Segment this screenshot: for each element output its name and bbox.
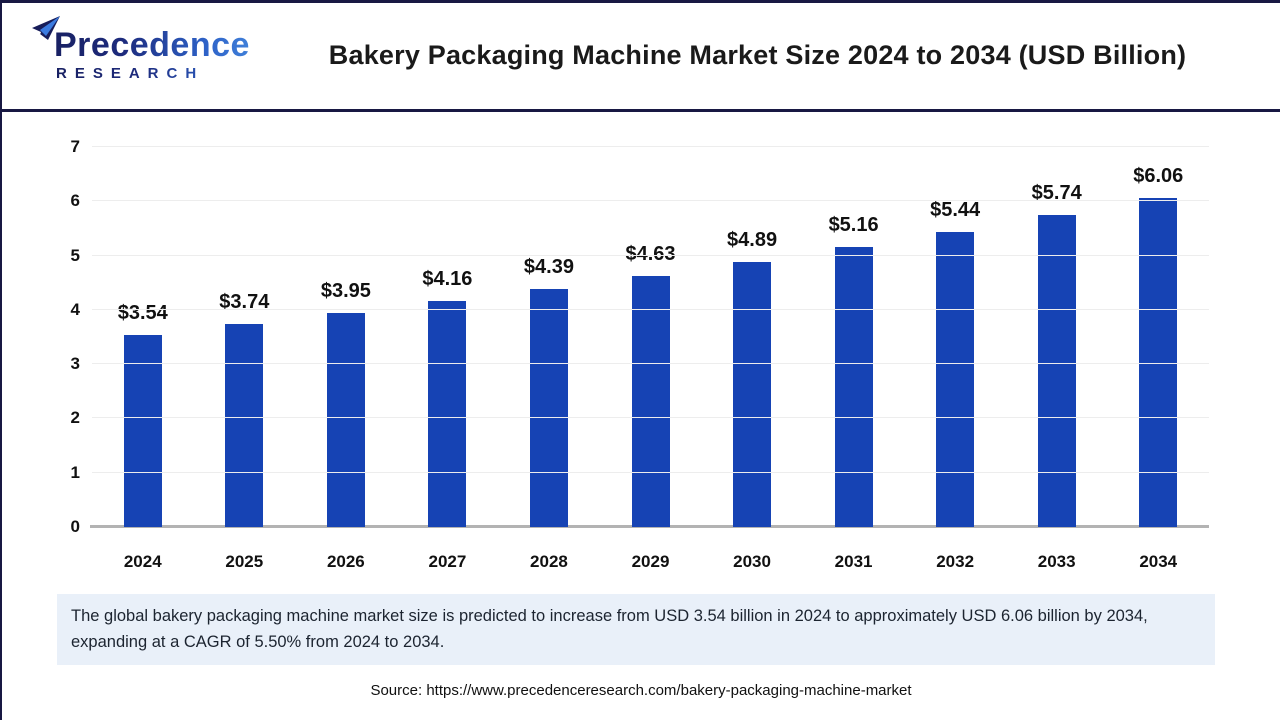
bar-group: $3.74 2025 bbox=[194, 147, 296, 571]
bar-group: $3.95 2026 bbox=[295, 147, 397, 571]
gridline bbox=[92, 308, 1209, 310]
bar-group: $5.74 2033 bbox=[1006, 147, 1108, 571]
bar-group: $4.39 2028 bbox=[498, 147, 600, 571]
bar-value-label: $3.54 bbox=[117, 301, 168, 324]
x-axis-label: 2025 bbox=[225, 552, 264, 571]
bar bbox=[225, 323, 264, 527]
bar bbox=[529, 288, 568, 527]
x-axis-label: 2033 bbox=[1037, 552, 1076, 571]
x-axis-label: 2024 bbox=[123, 552, 162, 571]
y-axis-tick-label: 4 bbox=[70, 299, 80, 319]
bar bbox=[123, 334, 162, 527]
y-axis-tick-label: 7 bbox=[70, 137, 80, 156]
bar-group: $3.54 2024 bbox=[92, 147, 194, 571]
bar-value-label: $5.16 bbox=[828, 213, 879, 236]
bar-group: $6.06 2034 bbox=[1107, 147, 1209, 571]
gridline bbox=[92, 417, 1209, 419]
y-axis-tick-label: 2 bbox=[70, 408, 80, 428]
source-line: Source: https://www.precedenceresearch.c… bbox=[370, 682, 912, 699]
logo-subtext: RESEARCH bbox=[30, 65, 275, 82]
bar-series: $3.54 2024 $3.74 2025 $3.95 2026 $4.16 2027 $4.3… bbox=[92, 147, 1209, 571]
bar-value-label: $4.89 bbox=[727, 228, 778, 251]
gridline bbox=[92, 363, 1209, 365]
bar-value-label: $4.16 bbox=[422, 268, 473, 291]
y-axis-tick-label: 0 bbox=[70, 517, 80, 536]
x-axis-label: 2034 bbox=[1139, 552, 1178, 571]
gridline bbox=[92, 146, 1209, 147]
summary-callout: The global bakery packaging machine mark… bbox=[57, 594, 1215, 666]
header-divider bbox=[2, 109, 1280, 112]
bar-value-label: $4.39 bbox=[523, 255, 574, 278]
gridline bbox=[92, 254, 1209, 256]
bar-value-label: $5.44 bbox=[930, 198, 981, 221]
bar-group: $5.16 2031 bbox=[803, 147, 905, 571]
bar-value-label: $6.06 bbox=[1133, 165, 1184, 188]
bar bbox=[326, 312, 365, 527]
bar bbox=[834, 246, 873, 527]
x-axis-label: 2029 bbox=[631, 552, 670, 571]
y-axis-tick-label: 6 bbox=[70, 191, 80, 211]
bar-value-label: $3.74 bbox=[219, 290, 270, 313]
bar-value-label: $4.63 bbox=[625, 242, 676, 265]
x-axis-label: 2026 bbox=[326, 552, 365, 571]
bar-value-label: $5.74 bbox=[1031, 182, 1082, 205]
header: Precedence RESEARCH Bakery Packaging Mac… bbox=[2, 3, 1280, 107]
bar-group: $4.63 2029 bbox=[600, 147, 702, 571]
bar bbox=[631, 275, 670, 527]
precedence-research-logo: Precedence RESEARCH bbox=[30, 16, 275, 82]
bar-value-label: $3.95 bbox=[320, 279, 371, 302]
summary-text: The global bakery packaging machine mark… bbox=[71, 607, 1148, 651]
chart-title: Bakery Packaging Machine Market Size 202… bbox=[328, 39, 1187, 70]
x-axis-label: 2032 bbox=[936, 552, 975, 571]
logo-wordmark: Precedence bbox=[30, 28, 275, 62]
bar-group: $5.44 2032 bbox=[904, 147, 1006, 571]
x-axis-label: 2027 bbox=[428, 552, 467, 571]
paper-plane-icon bbox=[32, 16, 60, 40]
gridline bbox=[92, 471, 1209, 473]
x-axis-label: 2028 bbox=[530, 552, 568, 571]
gridline bbox=[92, 200, 1209, 202]
x-axis-label: 2031 bbox=[834, 552, 873, 571]
bar bbox=[733, 261, 772, 527]
bar bbox=[428, 301, 467, 527]
y-axis-tick-label: 3 bbox=[70, 354, 80, 374]
x-axis-label: 2030 bbox=[733, 552, 771, 571]
bar-group: $4.16 2027 bbox=[397, 147, 499, 571]
bar bbox=[1037, 215, 1076, 527]
y-axis-tick-label: 5 bbox=[70, 245, 80, 265]
y-axis-tick-label: 1 bbox=[70, 462, 80, 482]
bar-chart-plot-area: $3.54 2024 $3.74 2025 $3.95 2026 $4.16 2027 $4.3… bbox=[71, 137, 1209, 571]
bar-group: $4.89 2030 bbox=[701, 147, 803, 571]
bar bbox=[936, 231, 975, 527]
